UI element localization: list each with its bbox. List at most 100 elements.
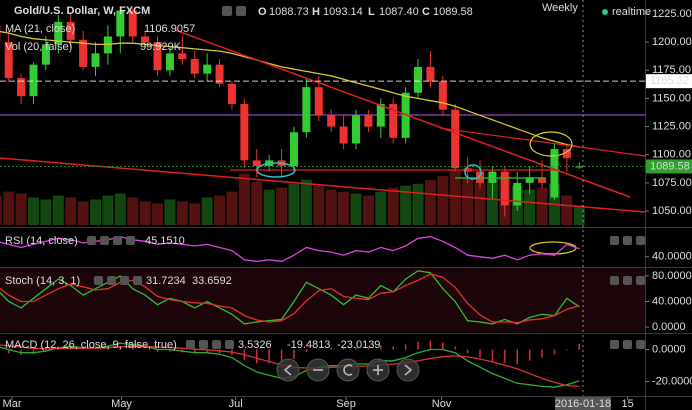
stoch-name: Stoch (14, 3, 1) (5, 275, 80, 287)
interval: Weekly (542, 2, 578, 14)
candle-body (240, 104, 249, 161)
x-tick-label: Nov (432, 398, 452, 410)
volume-bar (176, 201, 188, 225)
volume-bar (561, 195, 573, 225)
volume-bar (449, 170, 461, 225)
volume-bar (152, 203, 164, 225)
y-tick-label: 1200.00 (652, 36, 692, 48)
macd-histogram-value: 3.5326 (238, 339, 272, 351)
stoch-tick-label: 40.0000 (652, 295, 692, 307)
volume-bar (375, 191, 387, 225)
y-tick-label: 1075.00 (652, 177, 692, 189)
volume-bar (65, 197, 77, 225)
volume-bar (263, 189, 275, 225)
volume-bar (90, 199, 102, 225)
ma-name: MA (21, close) (5, 23, 75, 35)
candle-body (79, 39, 88, 67)
stoch-value: 31.7234 (146, 275, 186, 287)
volume-bar (300, 179, 312, 225)
macd-value: -23.0139 (337, 339, 380, 351)
candle-body (562, 149, 571, 159)
volume-bar (15, 193, 27, 225)
drawings (0, 29, 646, 255)
candle-body (414, 66, 423, 93)
ma-line (0, 30, 580, 148)
volume-bar (424, 179, 436, 225)
price-label: 1165.32 (650, 75, 689, 87)
candle-body (66, 21, 75, 40)
candle-body (153, 42, 162, 71)
candle-body (178, 53, 187, 60)
volume-bar (251, 181, 263, 225)
ohlc-value: 1088.73 (269, 6, 309, 18)
candle-body (488, 171, 497, 183)
candle-body (550, 149, 559, 198)
volume-bar (114, 193, 126, 225)
ohlc-value: 1093.14 (323, 6, 363, 18)
volume-bar (201, 197, 213, 225)
candle-body (54, 21, 63, 45)
volume-bar (40, 199, 52, 225)
volume-bar (189, 203, 201, 225)
y-tick-label: 1125.00 (652, 120, 691, 132)
y-tick-label: 1100.00 (652, 149, 691, 161)
volume-bar (139, 201, 151, 225)
status: realtime (612, 6, 651, 18)
volume-bar (0, 195, 2, 225)
ohlc-key: O (258, 6, 267, 18)
nav-buttons[interactable] (276, 358, 420, 382)
x-label-box (554, 397, 611, 410)
candle-body (17, 78, 26, 97)
y-tick-label: 1225.00 (652, 8, 692, 20)
rsi-name: RSI (14, close) (5, 235, 78, 247)
volume-bar (362, 195, 374, 225)
x-tick-label: Mar (3, 398, 22, 410)
volume-bar (52, 195, 64, 225)
candle-body (252, 160, 261, 166)
candle-body (327, 115, 336, 127)
volume-bar (462, 177, 474, 225)
volume-bar (226, 191, 238, 225)
stoch-line (0, 273, 580, 324)
candle-body (91, 53, 100, 67)
macd-tick-label: 0.0000 (652, 343, 686, 355)
price-label-box (646, 74, 692, 89)
chart-title: Gold/U.S. Dollar, W, FXCM (14, 5, 150, 17)
candle-body (476, 171, 485, 183)
candle-body (29, 64, 38, 97)
volume-bar (573, 205, 585, 225)
ohlc-key: L (368, 6, 375, 18)
rsi-line (0, 236, 580, 263)
volume-bar (276, 187, 288, 225)
price-label-box (646, 159, 692, 174)
x-tick-label: Jul (229, 398, 243, 410)
y-tick-label: 1175.00 (652, 64, 691, 76)
price-label: 1089.58 (650, 160, 690, 172)
volume-bar (486, 179, 498, 225)
volume-bar (102, 195, 114, 225)
volume-bar (238, 173, 250, 225)
volume-bar (338, 191, 350, 225)
candle-body (376, 104, 385, 127)
volume-bar (164, 199, 176, 225)
volume-bar (536, 187, 548, 225)
volume-bar (325, 189, 337, 225)
macd-value: -19.4813 (287, 339, 330, 351)
candle-body (351, 115, 360, 144)
candle-body (451, 109, 460, 169)
candle-body (41, 44, 50, 65)
stoch-tick-label: 0.0000 (652, 321, 686, 333)
x-tick-label: 2016-01-18 (555, 398, 611, 410)
macd-name: MACD (12, 26, close, 9, false, true) (5, 339, 177, 351)
candle-body (438, 81, 447, 110)
ohlc-value: 1087.40 (379, 6, 419, 18)
x-tick-label: May (111, 398, 132, 410)
y-tick-label: 1150.00 (652, 92, 691, 104)
volume-bar (288, 183, 300, 225)
ohlc-key: H (312, 6, 320, 18)
candle-body (289, 132, 298, 166)
volume-bar (412, 183, 424, 225)
candle-body (426, 66, 435, 82)
volume-bar (27, 197, 39, 225)
candle-body (4, 42, 13, 79)
